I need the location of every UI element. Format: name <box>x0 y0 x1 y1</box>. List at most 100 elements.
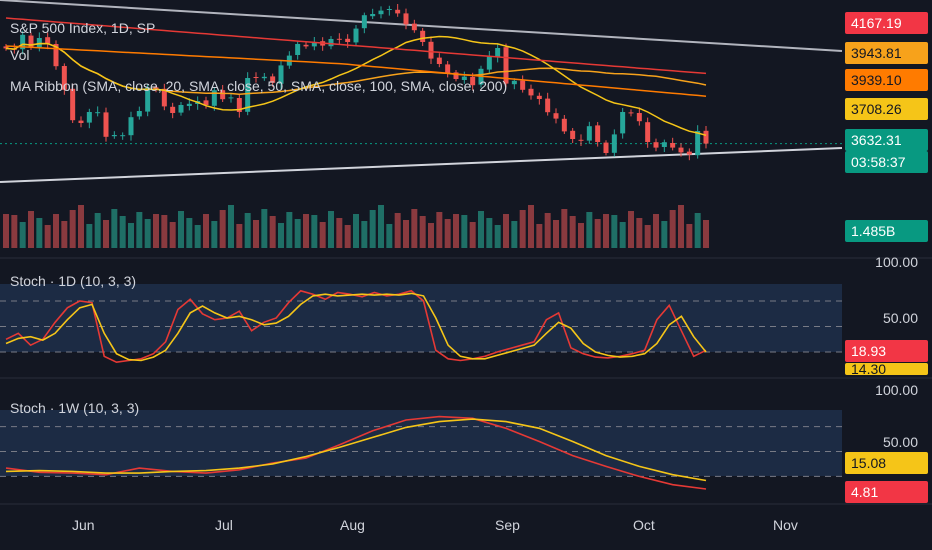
volume-bar <box>303 214 309 248</box>
volume-bar <box>328 211 334 248</box>
candle-body <box>270 76 276 83</box>
candle-body <box>261 76 267 79</box>
candle-body <box>186 103 192 106</box>
price-tag-ma50: 3943.81 <box>845 42 928 64</box>
candle-body <box>95 112 101 114</box>
stoch-1w-k-tag: 4.81 <box>845 481 928 503</box>
volume-bar <box>286 212 293 248</box>
volume-bar <box>311 215 318 248</box>
volume-bar <box>628 211 634 248</box>
candle-body <box>620 112 626 134</box>
volume-bar <box>394 213 401 248</box>
candle-body <box>228 97 234 99</box>
volume-bar <box>203 214 209 248</box>
candle-body <box>495 48 501 57</box>
candle-body <box>170 106 176 113</box>
stoch-1d-axis-100: 100.00 <box>875 254 918 270</box>
candle-body <box>103 112 109 137</box>
volume-bar <box>169 222 176 248</box>
volume-bar <box>503 214 509 248</box>
volume-bar <box>236 224 243 248</box>
volume-bar <box>661 221 668 248</box>
candle-body <box>161 88 167 107</box>
volume-bar <box>336 218 343 248</box>
candle-body <box>245 78 251 112</box>
volume-bar <box>636 218 643 248</box>
volume-bar <box>569 216 576 248</box>
volume-bar <box>528 205 534 248</box>
candle-body <box>445 64 451 73</box>
volume-bar <box>53 214 59 248</box>
volume-bar <box>103 220 109 248</box>
volume-bar <box>619 222 626 248</box>
candle-body <box>661 142 667 147</box>
volume-bar <box>519 210 526 248</box>
volume-bar <box>694 213 701 248</box>
candle-body <box>461 76 467 80</box>
volume-bar <box>478 211 484 248</box>
stoch-1w-d-tag: 15.08 <box>845 452 928 474</box>
volume-bar <box>136 212 143 248</box>
candle-body <box>411 23 417 31</box>
volume-bar <box>144 219 151 248</box>
volume-bar <box>544 213 551 248</box>
volume-bar <box>28 211 34 248</box>
volume-bar <box>11 215 18 248</box>
volume-bar <box>378 205 384 248</box>
candle-body <box>453 72 459 79</box>
candle-body <box>378 10 384 15</box>
price-tag-ma20: 3708.26 <box>845 98 928 120</box>
volume-bar <box>603 214 609 248</box>
volume-bar <box>703 220 709 248</box>
candle-body <box>111 135 117 137</box>
stoch-1d-d-tag: 14.30 <box>845 363 928 375</box>
volume-bar <box>119 216 126 248</box>
volume-bar <box>361 221 368 248</box>
candle-body <box>428 41 434 59</box>
stoch-1w-k-line <box>5 415 707 490</box>
stoch-1w-label: Stoch · 1W (10, 3, 3) <box>10 400 140 416</box>
candle-body <box>278 65 284 84</box>
candle-body <box>311 42 317 47</box>
stoch-1d-label: Stoch · 1D (10, 3, 3) <box>10 273 137 289</box>
ma-ribbon-label: MA Ribbon (SMA, close, 20, SMA, close, 5… <box>10 78 508 94</box>
candle-body <box>436 57 442 64</box>
candle-body <box>595 125 601 142</box>
volume-bar <box>436 212 443 248</box>
candle-body <box>145 87 151 112</box>
volume-bar <box>644 225 651 248</box>
volume-bar <box>253 220 259 248</box>
candle-body <box>345 38 351 42</box>
volume-bar <box>111 209 118 248</box>
volume-bar <box>78 205 84 248</box>
candle-body <box>470 76 476 86</box>
stoch-1d-k-tag: 18.93 <box>845 340 928 362</box>
countdown-tag: 03:58:37 <box>845 151 928 173</box>
volume-bar <box>453 214 459 248</box>
volume-bar <box>511 221 518 248</box>
candle-body <box>3 46 9 49</box>
volume-bar <box>161 215 168 248</box>
candle-body <box>611 134 617 153</box>
ma20-line <box>5 35 707 137</box>
candle-body <box>61 66 67 90</box>
candle-body <box>86 112 92 123</box>
month-label-sep: Sep <box>495 517 520 533</box>
volume-bar <box>278 223 284 248</box>
candle-body <box>578 139 584 141</box>
candle-body <box>370 14 376 17</box>
volume-indicator-label: Vol <box>10 47 30 63</box>
volume-bar <box>244 213 251 248</box>
volume-bar <box>403 220 409 248</box>
candle-body <box>678 147 684 153</box>
volume-bar <box>3 214 9 248</box>
candle-body <box>120 135 126 137</box>
candle-body <box>420 30 426 42</box>
candle-body <box>386 9 392 10</box>
candle-body <box>586 126 592 141</box>
candle-body <box>128 117 134 136</box>
candle-body <box>536 95 542 99</box>
chart-title: S&P 500 Index, 1D, SP <box>10 20 156 36</box>
candle-body <box>211 90 217 106</box>
